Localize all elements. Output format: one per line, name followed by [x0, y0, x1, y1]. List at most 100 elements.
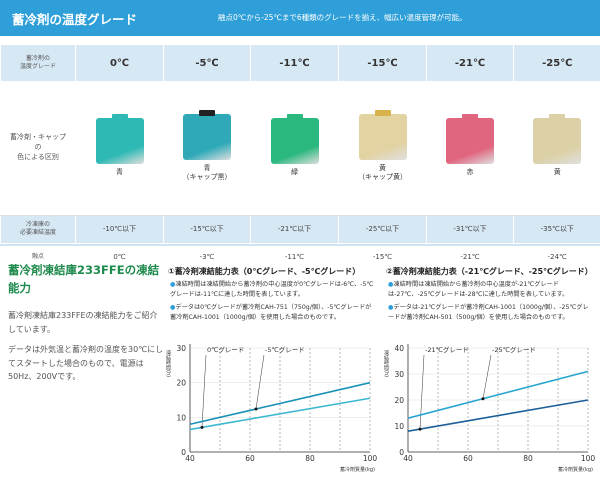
chart1-bullet-1: ●凍結時間は凍結開始から蓄冷剤の中心温度が0℃グレードは-6℃、-5℃グレードは…: [170, 281, 374, 298]
y-tick-label: 0: [399, 448, 404, 457]
x-tick-label: 40: [185, 454, 195, 463]
grade-color-cell: 黄: [513, 81, 600, 216]
x-tick-label: 100: [363, 454, 378, 463]
grade-temp-header: -25℃: [513, 45, 600, 81]
page-title: 蓄冷剤の温度グレード: [12, 12, 138, 27]
y-tick-label: 30: [394, 370, 404, 379]
grade-color-name: 赤: [466, 168, 474, 177]
y-axis-label: 凍結時間(h): [165, 349, 171, 377]
cold-pack-image: [183, 109, 231, 160]
grade-color-cell: 青: [75, 81, 164, 216]
grade-color-cell: 赤: [426, 81, 514, 216]
series-label: -5℃グレード: [265, 345, 305, 354]
y-axis-label: 凍結時間(h): [383, 349, 389, 377]
grade-color-name: 黄: [553, 168, 561, 177]
grade-freeze-temp: -35℃以下: [513, 215, 600, 243]
grade-color-name: 黄 （キャップ黄）: [358, 163, 407, 181]
series-leader: [201, 354, 207, 428]
x-tick-label: 60: [463, 454, 473, 463]
grade-freeze-temp: -21℃以下: [250, 215, 339, 243]
grade-freeze-temp: -25℃以下: [338, 215, 427, 243]
freezing-conditions-text: データは外気温と蓄冷剤の温度を30℃にしてスタートした場合のもので、電源は50H…: [8, 345, 164, 382]
header-note: 融点0℃から-25℃まで6種類のグレードを揃え、幅広い温度管理が可能。: [218, 13, 467, 22]
grade-melting-point: -11℃: [250, 243, 339, 271]
grade-melting-point: 0℃: [75, 243, 164, 271]
y-tick-label: 10: [394, 422, 404, 431]
grade-temp-header: -21℃: [426, 45, 514, 81]
grade-freeze-temp: -15℃以下: [163, 215, 251, 243]
cold-pack-image: [446, 114, 494, 165]
grade-melting-point: -24℃: [513, 243, 600, 271]
y-tick-label: 20: [176, 379, 186, 388]
y-tick-label: 20: [394, 396, 404, 405]
chart2-bullet-2: ●データは-21℃グレードが蓄冷剤CAH-1001（1000g/個）、-25℃グ…: [388, 304, 589, 321]
x-tick-label: 60: [245, 454, 255, 463]
series-label: -21℃グレード: [425, 345, 469, 354]
cold-pack-cap: [374, 109, 391, 116]
cold-pack-image: [358, 109, 407, 160]
grade-freeze-temp: -31℃以下: [426, 215, 514, 243]
series-line: [189, 381, 371, 426]
chart2-bullet-1: ●凍結時間は凍結開始から蓄冷剤の中心温度が-21℃グレードは-27℃、-25℃グ…: [388, 281, 569, 298]
chart1-heading: ①蓄冷剤凍結能力表（0℃グレード、-5℃グレード）: [168, 267, 361, 276]
grade-temp-header: -11℃: [250, 45, 339, 81]
grade-color-row: 蓄冷剤・キャップ の 色による区別 青 青 （キャップ黒） 緑 黄 （キャップ黄） 赤 黄: [0, 81, 600, 216]
series-leader: [255, 354, 265, 410]
grade-color-name: 青: [116, 168, 123, 177]
series-leader: [482, 354, 492, 399]
x-tick-label: 40: [403, 454, 413, 463]
grade-color-name: 緑: [291, 168, 298, 177]
chart-1-freezing-capacity: 40 60 80 100 0 10 20 30 凍結時間(h) 蓄冷剤質量(kg) 0℃グレード -5…: [165, 344, 378, 473]
y-tick-label: 10: [176, 413, 186, 422]
row-label-melt: 融点: [0, 243, 76, 271]
section-divider: [0, 244, 600, 246]
page-header: 蓄冷剤の温度グレード 融点0℃から-25℃まで6種類のグレードを揃え、幅広い温度…: [0, 0, 600, 36]
series-label: -25℃グレード: [492, 345, 536, 354]
freezing-intro-text: 蓄冷剤凍結庫233FFEの凍結能力をご紹介しています。: [8, 311, 158, 334]
cold-pack-cap: [111, 114, 128, 121]
cold-pack-cap: [199, 109, 215, 116]
y-tick-label: 30: [176, 344, 186, 353]
chart2-heading: ②蓄冷剤凍結能力表（-21℃グレード、-25℃グレード）: [386, 267, 593, 276]
grade-color-cell: 黄 （キャップ黄）: [338, 81, 427, 216]
grade-melt-row: 融点 0℃ -3℃ -11℃ -15℃ -21℃ -24℃: [0, 243, 600, 271]
grade-melting-point: -15℃: [338, 243, 427, 271]
cold-pack-image: [270, 114, 319, 165]
grade-table: 蓄冷剤の 温度グレード 0℃ -5℃ -11℃ -15℃ -21℃ -25℃ 蓄冷剤・キャ…: [0, 45, 600, 271]
series-line: [189, 397, 371, 431]
grade-temp-header: 0℃: [75, 45, 164, 81]
series-line: [407, 399, 589, 432]
row-label-color: 蓄冷剤・キャップ の 色による区別: [0, 81, 76, 216]
freezing-capacity-title: 蓄冷剤凍結庫233FFEの凍結能力: [8, 263, 160, 295]
grade-header-row: 蓄冷剤の 温度グレード 0℃ -5℃ -11℃ -15℃ -21℃ -25℃: [0, 45, 600, 81]
chart1-bullet-2: ●データは0℃グレードが蓄冷剤CAH-751（750g/個）、-5℃グレードが蓄…: [170, 304, 372, 321]
series-label: 0℃グレード: [207, 345, 244, 354]
row-label-grade: 蓄冷剤の 温度グレード: [0, 45, 76, 81]
grade-temp-header: -5℃: [163, 45, 251, 81]
series-line: [407, 370, 589, 419]
grade-melting-point: -21℃: [426, 243, 514, 271]
x-axis-label: 蓄冷剤質量(kg): [340, 466, 375, 473]
grade-color-cell: 青 （キャップ黒）: [163, 81, 251, 216]
cold-pack-image: [533, 114, 582, 165]
grade-freeze-temp: -10℃以下: [75, 215, 164, 243]
chart-2-freezing-capacity: 40 60 80 100 0 10 20 30 40 凍結時間(h) 蓄冷剤質量(kg) -21℃グレ…: [383, 344, 596, 473]
grade-freeze-row: 冷凍庫の 必要凍結温度 -10℃以下 -15℃以下 -21℃以下 -25℃以下 -31℃…: [0, 215, 600, 243]
grade-color-name: 青 （キャップ黒）: [182, 163, 232, 181]
x-tick-label: 100: [581, 454, 596, 463]
cold-pack-image: [95, 114, 144, 165]
series-marker: [481, 397, 485, 401]
series-leader: [419, 354, 425, 430]
cold-pack-cap: [286, 114, 303, 121]
cold-pack-cap: [462, 114, 478, 121]
x-tick-label: 80: [305, 454, 315, 463]
y-tick-label: 40: [394, 344, 404, 353]
cold-pack-cap: [549, 114, 566, 121]
x-tick-label: 80: [523, 454, 533, 463]
row-label-freeze-temp: 冷凍庫の 必要凍結温度: [0, 215, 76, 243]
grade-temp-header: -15℃: [338, 45, 427, 81]
y-tick-label: 0: [181, 448, 186, 457]
x-axis-label: 蓄冷剤質量(kg): [558, 466, 593, 473]
grade-color-cell: 緑: [250, 81, 339, 216]
grade-melting-point: -3℃: [163, 243, 251, 271]
